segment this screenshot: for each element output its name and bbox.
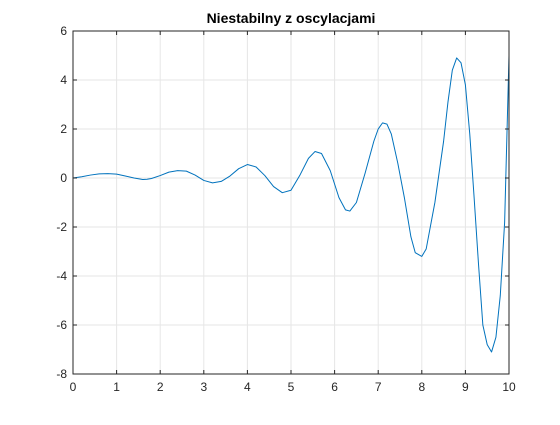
y-tick-label: -6 [56,318,67,332]
y-tick-label: 0 [60,171,67,185]
series-line [72,55,510,353]
x-tick-label: 4 [244,380,251,394]
y-axis-ticks [73,30,509,375]
y-tick-label: 2 [60,122,67,136]
x-tick-label: 3 [200,380,207,394]
x-tick-label: 8 [418,380,425,394]
x-tick-label: 10 [502,380,516,394]
x-tick-label: 5 [288,380,295,394]
x-axis-ticks [72,31,510,374]
y-tick-label: -2 [56,220,67,234]
x-tick-label: 0 [70,380,77,394]
chart-title: Niestabilny z oscylacjami [207,10,376,26]
y-axis-tick-labels: -8 -6 -4 -2 0 2 4 6 [56,24,67,381]
series-layer [72,55,510,353]
y-tick-label: 4 [60,73,67,87]
x-tick-label: 1 [113,380,120,394]
y-tick-label: -8 [56,367,67,381]
x-axis-tick-labels: 0 1 2 3 4 5 6 7 8 9 10 [70,380,516,394]
y-tick-label: 6 [60,24,67,38]
x-tick-label: 9 [462,380,469,394]
x-tick-label: 2 [157,380,164,394]
y-tick-label: -4 [56,269,67,283]
x-tick-label: 7 [375,380,382,394]
x-tick-label: 6 [331,380,338,394]
